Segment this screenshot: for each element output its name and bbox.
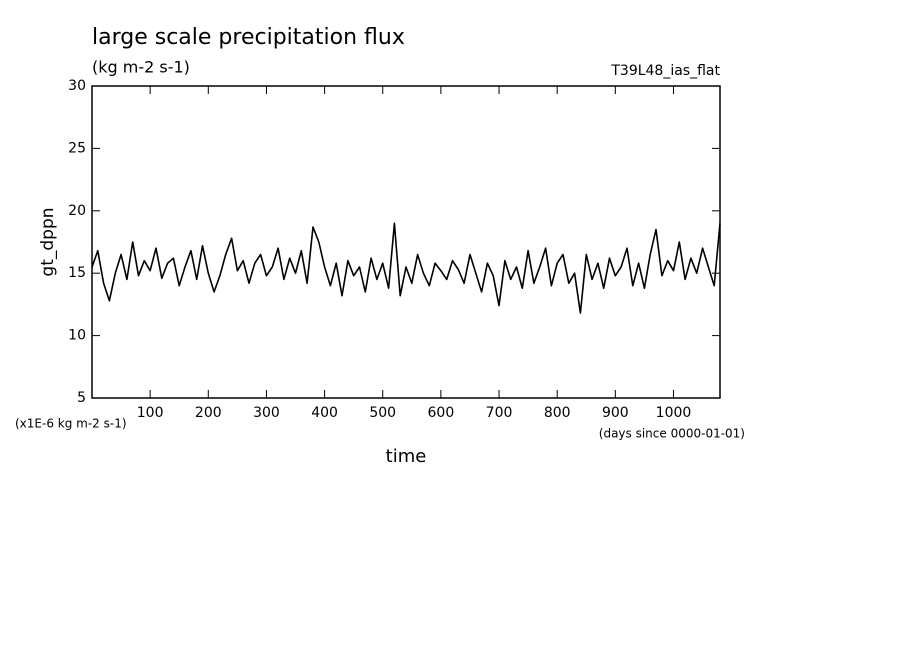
run-label: T39L48_ias_flat xyxy=(610,63,720,79)
y-axis-label: gt_dppn xyxy=(38,207,58,276)
y-tick-label: 30 xyxy=(68,78,86,94)
y-tick-label: 15 xyxy=(68,265,86,281)
y-tick-label: 10 xyxy=(68,328,86,344)
x-tick-label: 600 xyxy=(428,405,455,421)
data-line xyxy=(91,222,721,314)
y-tick-label: 5 xyxy=(77,390,86,406)
x-tick-label: 300 xyxy=(253,405,280,421)
x-tick-label: 500 xyxy=(369,405,396,421)
y-tick-label: 25 xyxy=(68,140,86,156)
x-tick-label: 200 xyxy=(195,405,222,421)
plot-frame xyxy=(91,85,721,399)
y-unit-note: (x1E-6 kg m-2 s-1) xyxy=(15,417,127,431)
y-tick-label: 20 xyxy=(68,203,86,219)
chart-subtitle: (kg m-2 s-1) xyxy=(92,58,190,77)
x-unit-note: (days since 0000-01-01) xyxy=(599,427,745,441)
x-tick-label: 100 xyxy=(137,405,164,421)
x-tick-label: 900 xyxy=(602,405,629,421)
x-axis-label: time xyxy=(386,446,427,467)
chart-title: large scale precipitation flux xyxy=(92,25,405,50)
x-tick-label: 1000 xyxy=(656,405,692,421)
x-tick-label: 800 xyxy=(544,405,571,421)
x-tick-label: 400 xyxy=(311,405,338,421)
x-tick-label: 700 xyxy=(486,405,513,421)
